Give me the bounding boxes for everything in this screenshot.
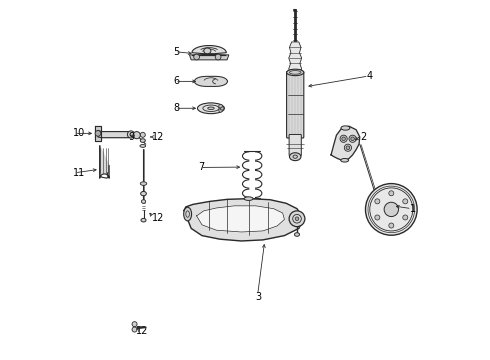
Ellipse shape	[341, 158, 349, 162]
Ellipse shape	[141, 192, 147, 196]
Circle shape	[295, 217, 299, 221]
Ellipse shape	[287, 69, 304, 76]
Polygon shape	[137, 327, 147, 328]
Ellipse shape	[140, 144, 146, 147]
Circle shape	[403, 215, 408, 220]
Polygon shape	[192, 46, 226, 55]
Polygon shape	[195, 76, 227, 86]
Ellipse shape	[341, 126, 350, 130]
Text: 12: 12	[136, 325, 148, 336]
Circle shape	[133, 132, 140, 139]
Circle shape	[132, 321, 137, 327]
Circle shape	[403, 199, 408, 204]
Circle shape	[346, 146, 350, 149]
Polygon shape	[98, 131, 131, 138]
Circle shape	[289, 211, 305, 226]
Circle shape	[219, 109, 222, 112]
Polygon shape	[289, 42, 302, 72]
Text: 6: 6	[173, 76, 179, 86]
Circle shape	[351, 137, 354, 140]
Polygon shape	[100, 146, 109, 178]
Ellipse shape	[140, 182, 147, 185]
Circle shape	[389, 191, 394, 196]
Circle shape	[215, 54, 221, 60]
Text: 7: 7	[198, 162, 205, 172]
Circle shape	[132, 327, 137, 332]
Text: 4: 4	[367, 71, 373, 81]
Circle shape	[340, 135, 347, 142]
Circle shape	[389, 223, 394, 228]
Ellipse shape	[244, 197, 253, 201]
Text: 3: 3	[256, 292, 262, 302]
Text: 1: 1	[410, 204, 416, 214]
Circle shape	[366, 184, 417, 235]
Polygon shape	[190, 55, 229, 60]
Circle shape	[127, 131, 135, 138]
Ellipse shape	[184, 207, 192, 221]
Polygon shape	[196, 206, 285, 232]
Ellipse shape	[294, 233, 299, 236]
Text: 9: 9	[128, 132, 135, 142]
Polygon shape	[184, 199, 302, 241]
Polygon shape	[331, 126, 360, 160]
Ellipse shape	[141, 200, 146, 203]
Text: 11: 11	[73, 168, 85, 178]
FancyBboxPatch shape	[289, 134, 301, 156]
Text: 5: 5	[173, 46, 179, 57]
Circle shape	[375, 215, 380, 220]
Ellipse shape	[208, 107, 214, 109]
Circle shape	[375, 199, 380, 204]
Ellipse shape	[140, 139, 146, 142]
Circle shape	[140, 132, 146, 137]
Text: 8: 8	[173, 103, 179, 113]
Circle shape	[349, 135, 356, 142]
Ellipse shape	[290, 153, 301, 161]
Circle shape	[342, 137, 345, 140]
Ellipse shape	[197, 103, 224, 114]
Circle shape	[219, 104, 222, 108]
Circle shape	[344, 144, 351, 151]
FancyBboxPatch shape	[287, 71, 304, 138]
Ellipse shape	[204, 48, 211, 54]
Circle shape	[95, 131, 101, 136]
Circle shape	[384, 202, 398, 217]
Polygon shape	[95, 126, 101, 140]
Text: 12: 12	[152, 213, 164, 222]
Text: 12: 12	[152, 132, 164, 142]
Circle shape	[194, 54, 199, 60]
Text: 10: 10	[73, 129, 85, 138]
Ellipse shape	[141, 219, 146, 222]
Text: 2: 2	[360, 132, 366, 142]
Circle shape	[220, 107, 224, 110]
